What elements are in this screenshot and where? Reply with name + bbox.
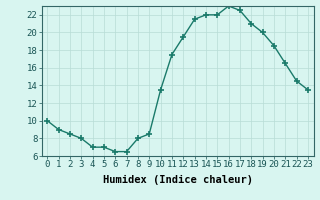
X-axis label: Humidex (Indice chaleur): Humidex (Indice chaleur) <box>103 175 252 185</box>
